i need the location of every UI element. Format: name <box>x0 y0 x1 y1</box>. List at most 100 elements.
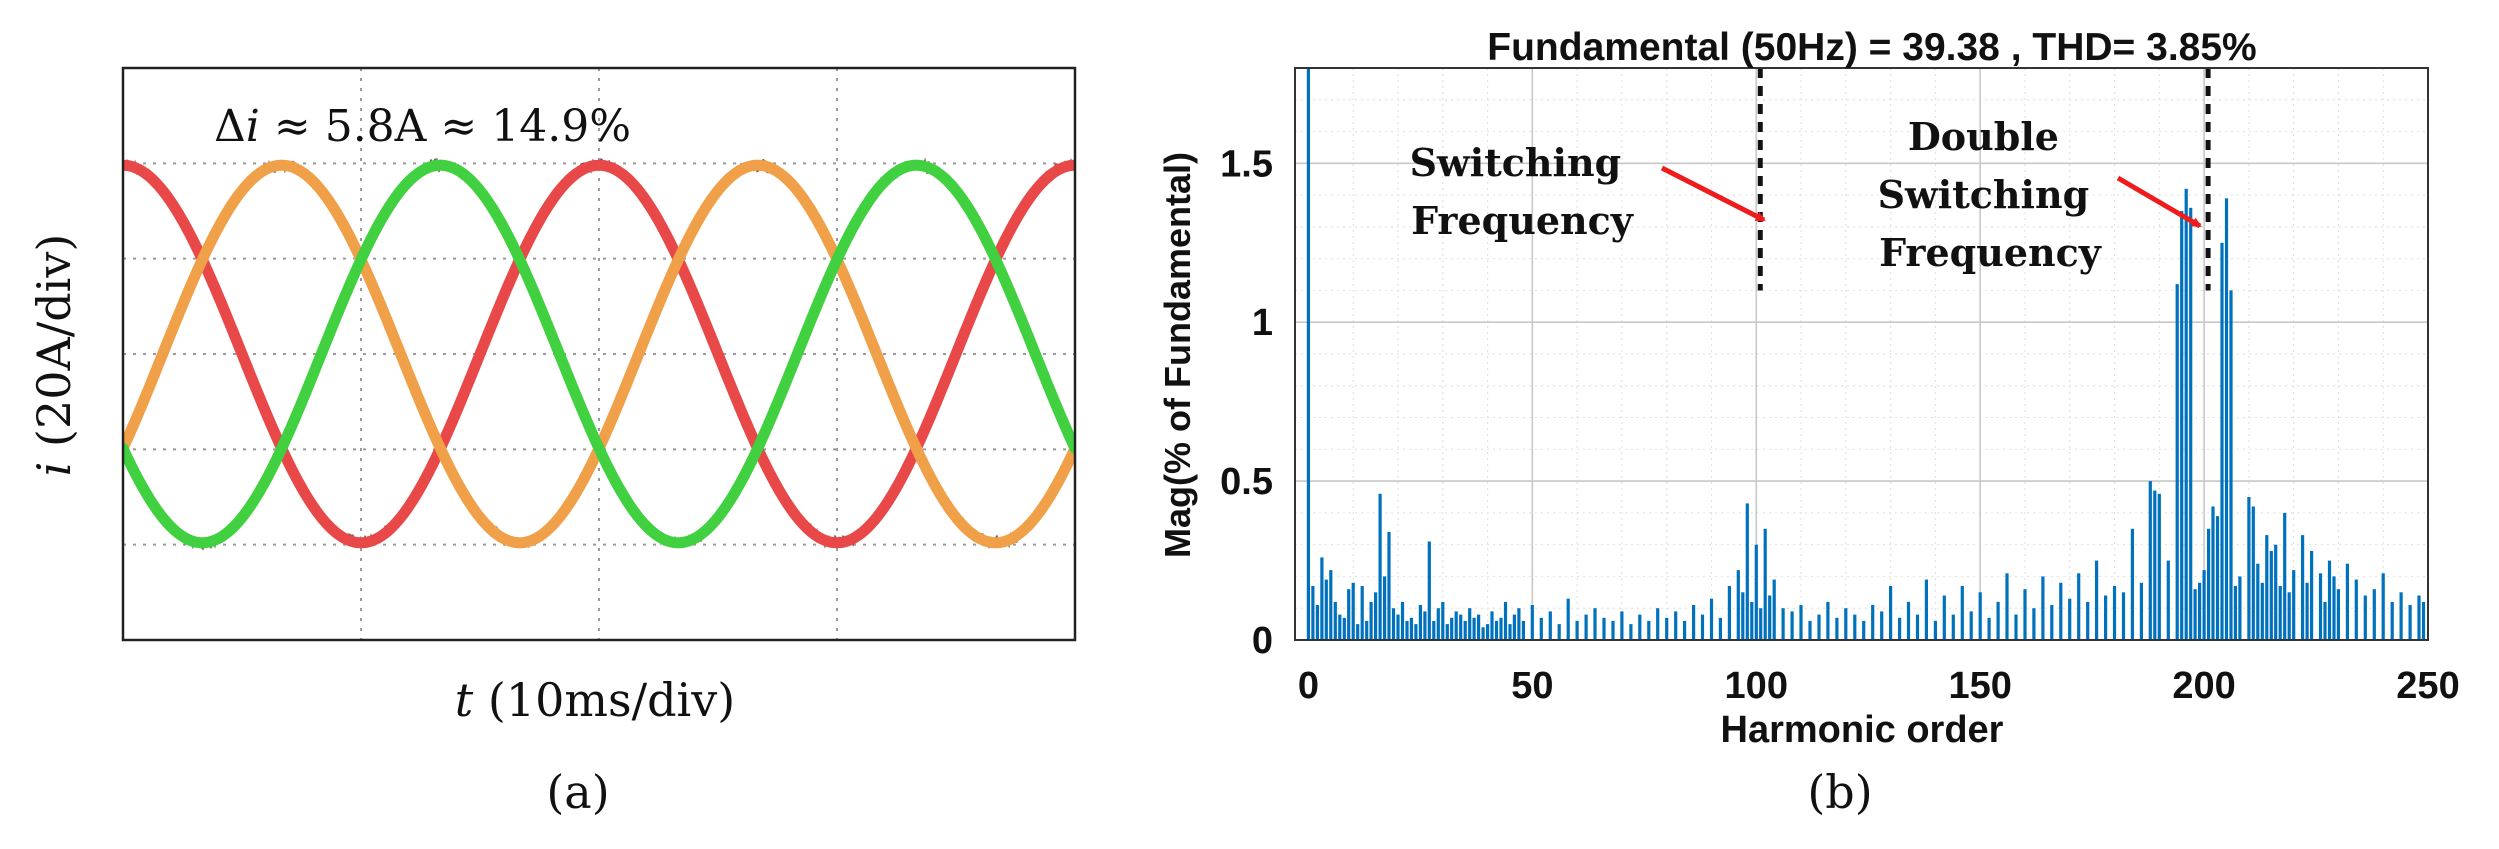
harmonic-bar <box>1450 617 1454 640</box>
harmonic-bar <box>1427 541 1431 640</box>
harmonic-bar <box>2421 601 2426 640</box>
harmonic-bar <box>2274 544 2278 640</box>
harmonic-bar <box>2310 551 2314 640</box>
x-tick-label: 200 <box>2172 665 2235 707</box>
harmonic-bar <box>2265 535 2269 640</box>
harmonic-bar <box>1387 532 1391 640</box>
harmonic-bar <box>2148 481 2152 640</box>
harmonic-bar <box>2233 586 2237 640</box>
y-tick-label: 0.5 <box>1220 461 1273 503</box>
x-axis-label-b: Harmonic order <box>1721 709 2004 751</box>
harmonic-bar <box>2301 535 2305 640</box>
harmonic-bar <box>2283 512 2287 640</box>
harmonic-bar <box>2032 608 2036 640</box>
harmonic-bar <box>2247 497 2251 640</box>
harmonic-bar <box>2336 589 2340 640</box>
harmonic-bar <box>2224 198 2229 640</box>
harmonic-bar <box>1593 608 1597 640</box>
x-tick-label: 50 <box>1511 665 1553 707</box>
harmonic-bar <box>1374 592 1378 640</box>
harmonic-bar <box>1898 617 1902 640</box>
x-tick-labels: 0 50 100 150 200 250 <box>1298 665 2460 707</box>
harmonic-bar <box>1790 611 1794 640</box>
harmonic-bar <box>1405 620 1409 640</box>
harmonic-bar <box>1454 611 1458 640</box>
harmonic-bar <box>1942 595 1946 640</box>
harmonic-bar <box>1862 620 1866 640</box>
caption-a: (a) <box>546 765 609 819</box>
x-tick-label: 150 <box>1948 665 2011 707</box>
harmonic-bar <box>1665 617 1669 640</box>
x-tick-label: 100 <box>1725 665 1788 707</box>
phase-current-trace-3 <box>123 159 1075 549</box>
harmonic-bar <box>1306 68 1310 640</box>
harmonic-bar <box>1683 620 1687 640</box>
harmonic-bar <box>1441 601 1445 640</box>
harmonic-bar <box>2318 573 2323 640</box>
harmonic-bar <box>2059 582 2063 640</box>
harmonic-bar <box>2198 582 2202 640</box>
harmonic-bar <box>1409 617 1413 640</box>
harmonic-bar <box>2287 592 2291 640</box>
harmonic-bar <box>1539 617 1543 640</box>
harmonic-bar <box>1530 605 1534 640</box>
harmonic-bar <box>1521 620 1525 640</box>
harmonic-bar <box>2180 211 2184 640</box>
x-tick-label: 0 <box>1298 665 1319 707</box>
harmonic-bar <box>1736 570 1740 640</box>
harmonic-bar <box>1656 608 1660 640</box>
harmonic-bar <box>2184 188 2188 640</box>
harmonic-bar <box>2157 493 2161 640</box>
switching-arrow <box>1660 165 1766 223</box>
harmonic-bar <box>1620 611 1624 640</box>
harmonic-bar <box>1754 544 1758 640</box>
harmonic-bar <box>1647 620 1651 640</box>
harmonic-bar <box>1763 528 1767 640</box>
harmonic-bar <box>1503 601 1508 640</box>
harmonic-bar <box>2323 601 2327 640</box>
harmonic-bar <box>2345 563 2349 640</box>
harmonic-bar <box>1674 611 1678 640</box>
harmonic-bar <box>1835 617 1839 640</box>
spectrum-title: Fundamental (50Hz) = 39.38 , THD= 3.85% <box>1487 26 2256 69</box>
harmonic-bar <box>1817 614 1821 640</box>
harmonic-bar <box>1459 614 1463 640</box>
harmonic-bar <box>1351 582 1355 640</box>
delta-i-annotation: Δi ≈ 5.8A ≈ 14.9% <box>214 101 631 152</box>
harmonic-bar <box>1951 614 1955 640</box>
harmonic-bar <box>1369 601 1373 640</box>
harmonic-bar <box>2363 595 2367 640</box>
harmonic-bar <box>2202 570 2206 640</box>
harmonic-bar <box>2354 579 2358 640</box>
harmonic-bar <box>1517 608 1521 640</box>
harmonic-bar <box>1324 579 1328 640</box>
y-tick-label: 0 <box>1252 620 1273 662</box>
harmonic-bar <box>2104 595 2108 640</box>
harmonic-bar <box>1629 624 1633 640</box>
y-tick-label: 1.5 <box>1220 143 1273 185</box>
harmonic-bar <box>2327 560 2332 640</box>
harmonic-bar <box>2189 207 2193 640</box>
harmonic-bar <box>2399 592 2403 640</box>
harmonic-bar <box>2175 284 2179 640</box>
harmonic-bar <box>1329 570 1333 640</box>
harmonic-bar <box>1338 614 1342 640</box>
scope-traces <box>123 157 1075 551</box>
harmonic-bar <box>1445 624 1449 640</box>
harmonic-bar <box>1799 605 1803 640</box>
harmonic-bar <box>1414 624 1418 640</box>
harmonic-bar <box>1347 589 1351 640</box>
harmonic-bar <box>1638 614 1642 640</box>
harmonic-bar <box>2014 614 2018 640</box>
harmonic-bar <box>1808 620 1812 640</box>
harmonic-bar <box>1709 598 1714 640</box>
harmonic-bar <box>1512 614 1516 640</box>
harmonic-bar <box>1315 605 1319 640</box>
harmonic-bar <box>2238 576 2242 640</box>
panel-b-spectrum: 0 50 100 150 200 250 0 0.5 1 1.5 Fundamental (50… <box>1157 26 2460 819</box>
harmonic-bar <box>2332 576 2336 640</box>
harmonic-bar <box>1472 617 1476 640</box>
harmonic-bar <box>1566 598 1570 640</box>
harmonic-bar <box>1692 605 1696 640</box>
